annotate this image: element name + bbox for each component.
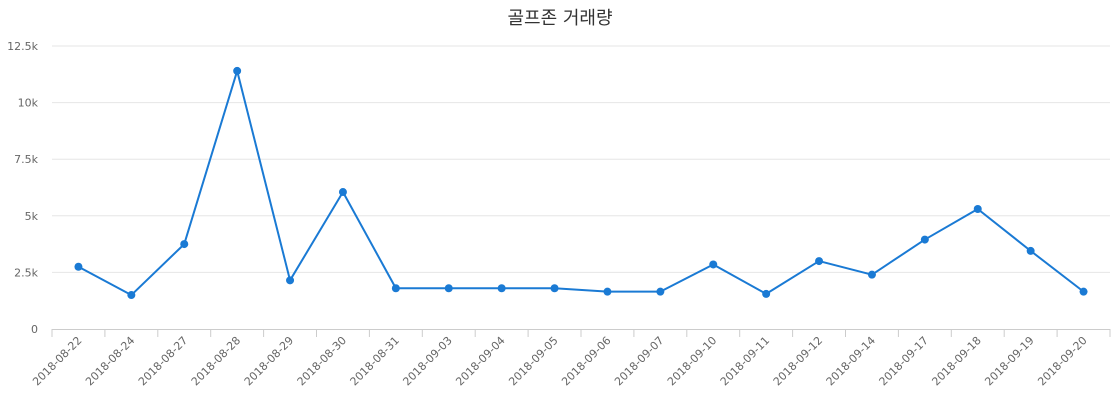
- data-point[interactable]: [74, 262, 83, 271]
- x-tick-label: 2018-09-19: [982, 334, 1036, 388]
- data-point[interactable]: [973, 205, 982, 214]
- y-tick-label: 10k: [18, 97, 39, 110]
- y-tick-label: 7.5k: [14, 153, 38, 166]
- data-point[interactable]: [1026, 246, 1035, 255]
- data-point[interactable]: [656, 287, 665, 296]
- y-tick-label: 12.5k: [7, 40, 38, 53]
- x-tick-label: 2018-09-03: [400, 334, 454, 388]
- data-point[interactable]: [286, 276, 295, 285]
- x-tick-label: 2018-09-10: [665, 334, 719, 388]
- x-tick-label: 2018-09-11: [718, 334, 772, 388]
- x-tick-label: 2018-09-18: [929, 334, 983, 388]
- data-point[interactable]: [815, 257, 824, 266]
- x-tick-label: 2018-08-24: [83, 334, 137, 388]
- x-tick-label: 2018-08-31: [348, 334, 402, 388]
- x-tick-label: 2018-09-17: [877, 334, 931, 388]
- x-tick-label: 2018-09-07: [612, 334, 666, 388]
- data-point[interactable]: [127, 291, 136, 300]
- x-tick-label: 2018-09-06: [559, 334, 613, 388]
- data-point[interactable]: [180, 240, 189, 249]
- data-point[interactable]: [603, 287, 612, 296]
- data-point[interactable]: [550, 284, 559, 293]
- data-point[interactable]: [391, 284, 400, 293]
- chart-title: 골프존 거래량: [507, 8, 612, 29]
- data-point[interactable]: [497, 284, 506, 293]
- x-tick-label: 2018-09-12: [771, 334, 825, 388]
- x-tick-label: 2018-09-05: [506, 334, 560, 388]
- data-point[interactable]: [920, 235, 929, 244]
- series-layer: [74, 66, 1088, 300]
- data-point[interactable]: [867, 270, 876, 279]
- x-tick-label: 2018-09-04: [453, 334, 507, 388]
- x-tick-label: 2018-08-28: [189, 334, 243, 388]
- data-point[interactable]: [444, 284, 453, 293]
- x-axis: 2018-08-222018-08-242018-08-272018-08-28…: [30, 329, 1111, 388]
- data-point[interactable]: [233, 66, 242, 75]
- x-tick-label: 2018-08-22: [30, 334, 84, 388]
- x-tick-label: 2018-09-20: [1035, 334, 1089, 388]
- x-tick-label: 2018-09-14: [824, 334, 878, 388]
- data-point[interactable]: [1079, 287, 1088, 296]
- series-line: [77, 69, 1085, 297]
- x-tick-label: 2018-08-27: [136, 334, 190, 388]
- y-tick-label: 2.5k: [14, 266, 38, 279]
- y-tick-label: 0: [31, 323, 38, 336]
- y-tick-label: 5k: [25, 210, 39, 223]
- x-tick-label: 2018-08-30: [295, 334, 349, 388]
- data-point[interactable]: [338, 188, 347, 197]
- data-point[interactable]: [709, 260, 718, 269]
- data-point[interactable]: [762, 289, 771, 298]
- y-axis-ticks: 0 2.5k 5k 7.5k 10k 12.5k: [7, 40, 38, 336]
- x-tick-label: 2018-08-29: [242, 334, 296, 388]
